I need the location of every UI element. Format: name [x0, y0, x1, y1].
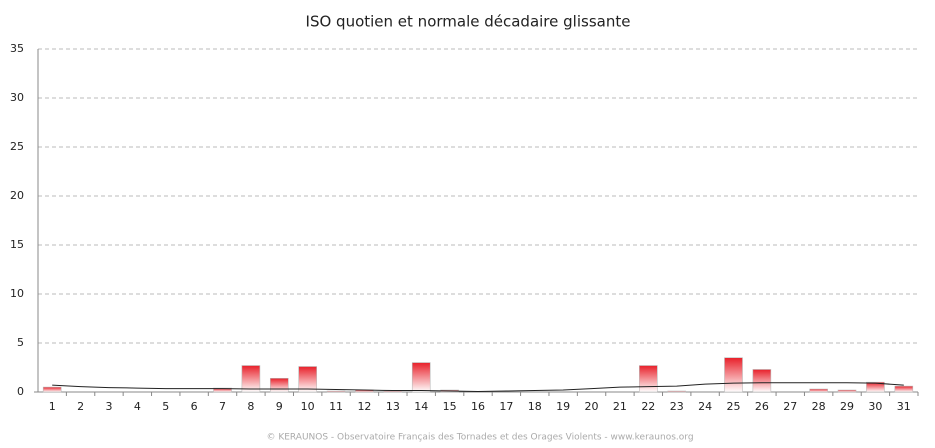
- y-tick-label: 20: [10, 189, 24, 202]
- x-tick-label: 7: [219, 400, 226, 413]
- x-tick-label: 14: [414, 400, 428, 413]
- x-tick-label: 30: [868, 400, 882, 413]
- x-tick-label: 26: [755, 400, 769, 413]
- x-tick-label: 17: [499, 400, 513, 413]
- bar: [752, 369, 772, 393]
- y-tick-label: 5: [17, 336, 24, 349]
- x-tick-label: 5: [162, 400, 169, 413]
- bar: [241, 365, 261, 393]
- x-tick-label: 9: [276, 400, 283, 413]
- bar: [724, 357, 743, 393]
- x-tick-label: 27: [783, 400, 797, 413]
- bar: [866, 381, 885, 393]
- x-tick-label: 19: [556, 400, 570, 413]
- x-tick-label: 16: [471, 400, 485, 413]
- x-tick-label: 21: [613, 400, 627, 413]
- y-tick-label: 35: [10, 42, 24, 55]
- x-tick-label: 20: [585, 400, 599, 413]
- y-tick-label: 30: [10, 91, 24, 104]
- bar: [667, 390, 687, 393]
- bar: [298, 366, 317, 393]
- x-tick-label: 13: [386, 400, 400, 413]
- x-tick-label: 2: [77, 400, 84, 413]
- x-tick-label: 28: [812, 400, 826, 413]
- bar: [269, 377, 289, 393]
- chart-title: ISO quotien et normale décadaire glissan…: [306, 13, 631, 31]
- y-tick-label: 10: [10, 287, 24, 300]
- x-tick-label: 4: [134, 400, 141, 413]
- x-tick-label: 8: [247, 400, 254, 413]
- bar: [639, 365, 658, 393]
- x-tick-label: 3: [105, 400, 112, 413]
- x-tick-label: 15: [443, 400, 457, 413]
- x-tick-label: 1: [49, 400, 56, 413]
- y-tick-label: 25: [10, 140, 24, 153]
- normal-line: [52, 382, 904, 393]
- x-tick-label: 29: [840, 400, 854, 413]
- x-tick-label: 11: [329, 400, 343, 413]
- footer: © KERAUNOS - Observatoire Français des T…: [266, 433, 693, 443]
- x-tick-label: 22: [641, 400, 655, 413]
- bar: [411, 362, 431, 393]
- x-tick-label: 31: [897, 400, 911, 413]
- bar: [326, 390, 346, 393]
- bar: [894, 385, 914, 393]
- x-tick-label: 23: [670, 400, 684, 413]
- y-tick-label: 15: [10, 238, 24, 251]
- x-tick-label: 6: [191, 400, 198, 413]
- x-tick-label: 10: [301, 400, 315, 413]
- x-tick-label: 25: [726, 400, 740, 413]
- x-tick-label: 24: [698, 400, 712, 413]
- bar: [837, 389, 857, 393]
- bar: [42, 386, 62, 393]
- bar: [383, 390, 403, 393]
- x-tick-label: 12: [357, 400, 371, 413]
- y-tick-label: 0: [17, 385, 24, 398]
- bar: [809, 388, 828, 393]
- x-tick-label: 18: [528, 400, 542, 413]
